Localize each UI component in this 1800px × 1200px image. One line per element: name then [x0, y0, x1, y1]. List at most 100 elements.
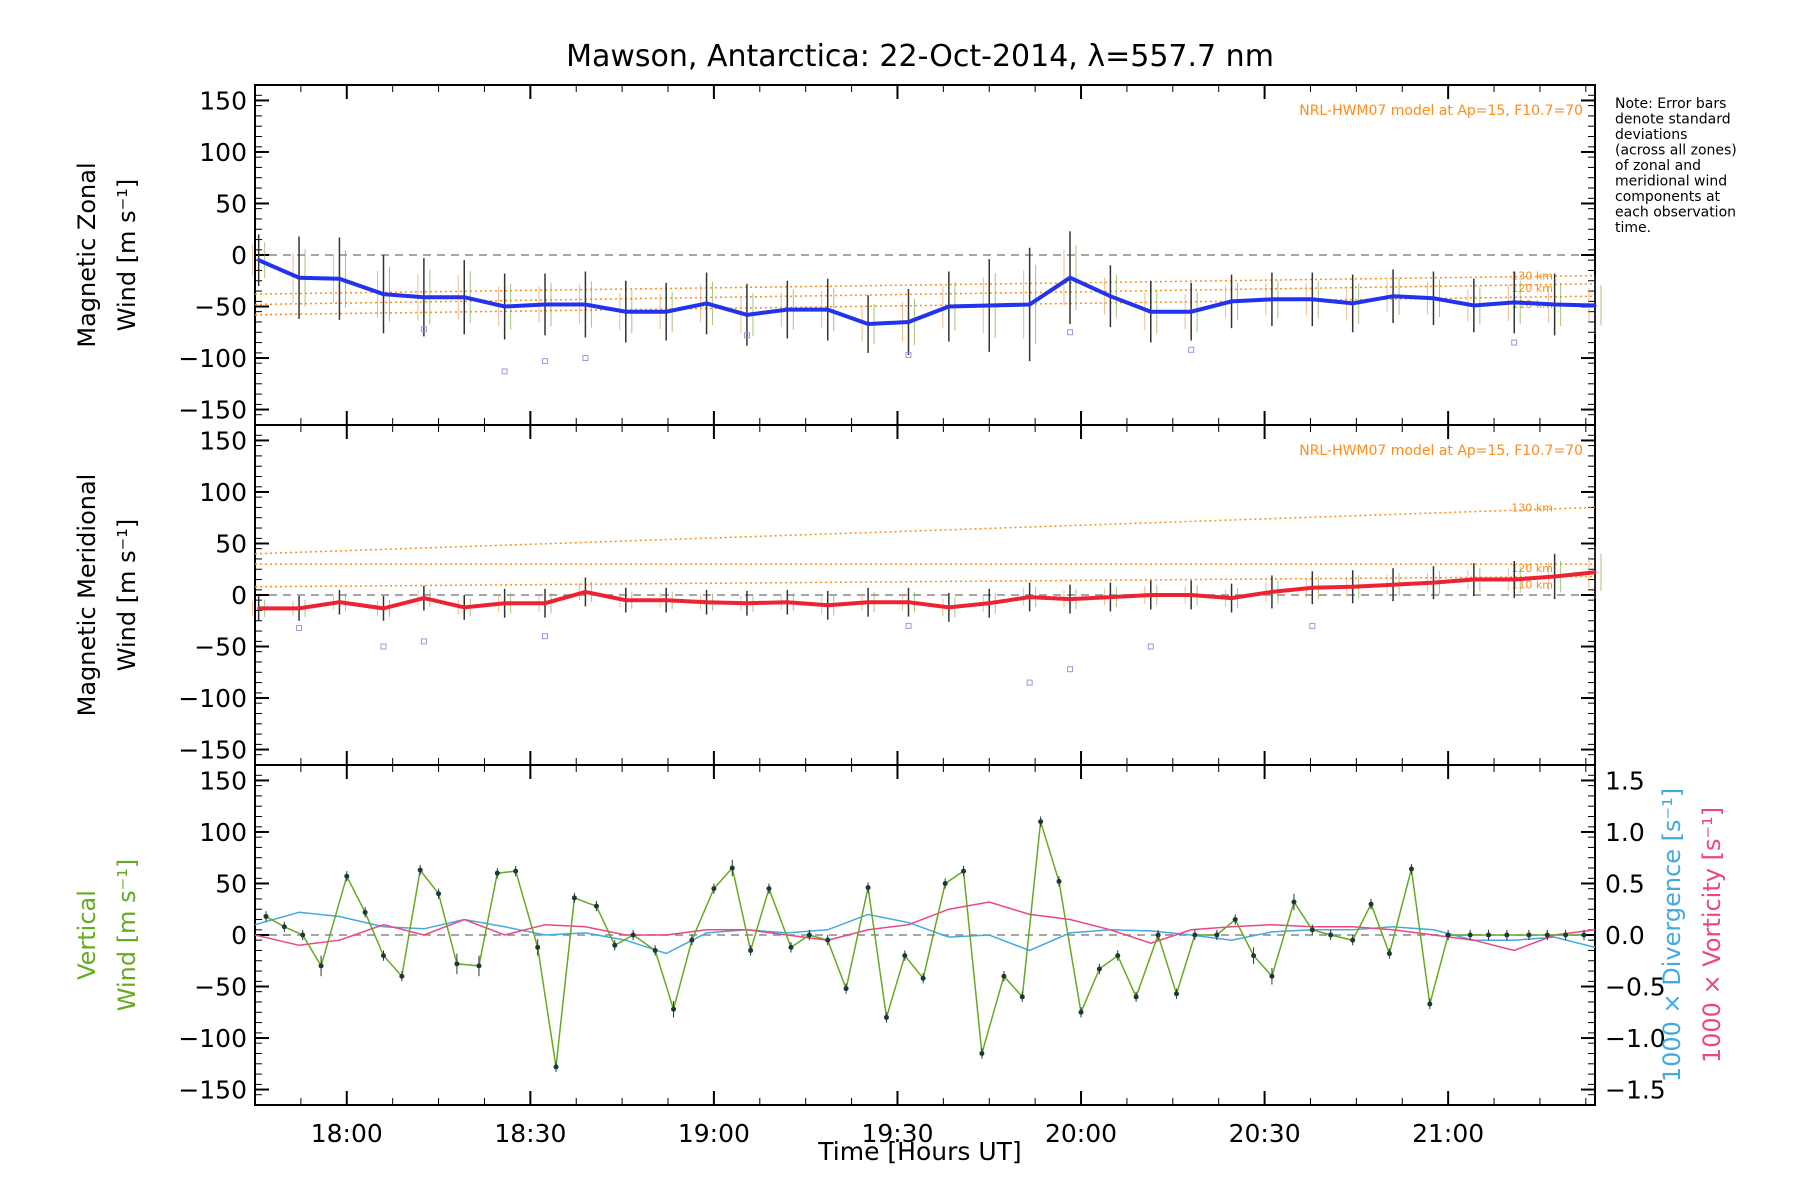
series-point	[462, 605, 466, 609]
note-line: meridional wind	[1615, 174, 1727, 190]
series-point	[543, 601, 547, 605]
x-tick-label: 19:30	[861, 1119, 933, 1148]
series-point	[1189, 593, 1193, 597]
y-axis-label: Wind [m s⁻¹]	[113, 519, 141, 671]
series-point	[462, 295, 466, 299]
vertical-wind-point	[399, 973, 405, 979]
series-point	[257, 258, 261, 262]
vertical-wind-point	[942, 880, 948, 886]
sample-marker	[380, 643, 387, 650]
series-point	[337, 277, 341, 281]
y-tick-label: −100	[178, 684, 247, 713]
vertical-wind-line	[265, 821, 1584, 1068]
vertical-wind-point	[1526, 932, 1532, 938]
vertical-wind-point	[1096, 966, 1102, 972]
series-point	[297, 606, 301, 610]
vertical-wind-point	[1078, 1009, 1084, 1015]
x-tick-label: 18:30	[494, 1119, 566, 1148]
series-point	[785, 308, 789, 312]
vertical-wind-point	[806, 932, 812, 938]
model-line	[254, 506, 1596, 555]
sample-marker	[905, 351, 912, 358]
y2-tick-label: −1.5	[1605, 1076, 1666, 1105]
series-point	[1230, 596, 1234, 600]
series-point	[583, 302, 587, 306]
panel-meridional: −150 −100 −50 0 50 100 150 Magnetic Meridional W…	[73, 424, 1602, 766]
series-point	[826, 308, 830, 312]
x-tick-label: 20:30	[1229, 1119, 1301, 1148]
series-point	[987, 601, 991, 605]
vertical-wind-point	[1001, 973, 1007, 979]
series-point	[745, 313, 749, 317]
vertical-wind-point	[513, 868, 519, 874]
vertical-wind-point	[318, 963, 324, 969]
y-tick-label: 100	[199, 138, 247, 167]
series-point	[543, 302, 547, 306]
vertical-wind-point	[1291, 899, 1297, 905]
model-line	[254, 575, 1596, 588]
vertical-wind-point	[553, 1064, 559, 1070]
vertical-wind-point	[883, 1014, 889, 1020]
panel-vertical: −150 −100 −50 0 50 100 150 Vertical Wind [m s⁻¹]…	[73, 764, 1726, 1148]
series-point	[947, 305, 951, 309]
series-point	[1593, 303, 1597, 307]
y2-tick-label: −1.0	[1605, 1024, 1666, 1053]
y2-tick-label: 1.0	[1605, 818, 1645, 847]
y-tick-label: 0	[231, 581, 247, 610]
sample-marker	[501, 368, 508, 375]
series-point	[785, 600, 789, 604]
y-tick-label: 150	[199, 86, 247, 115]
vertical-wind-point	[689, 937, 695, 943]
series-point	[1149, 310, 1153, 314]
series-point	[624, 310, 628, 314]
series-point	[381, 606, 385, 610]
sample-marker	[1026, 679, 1033, 686]
sample-marker	[1511, 339, 1518, 346]
sample-marker	[296, 624, 303, 631]
y2-tick-label: 0.0	[1605, 921, 1645, 950]
series-point	[1351, 585, 1355, 589]
series-point	[1593, 570, 1597, 574]
model-line	[254, 274, 1596, 295]
vertical-wind-point	[1214, 932, 1220, 938]
sample-marker	[420, 638, 427, 645]
y-tick-label: 0	[231, 241, 247, 270]
y-tick-label: 100	[199, 818, 247, 847]
vertical-wind-point	[1133, 994, 1139, 1000]
y2-tick-label: 0.5	[1605, 869, 1645, 898]
vertical-wind-point	[1386, 951, 1392, 957]
y-tick-label: −150	[178, 396, 247, 425]
note-line: (across all zones)	[1615, 143, 1737, 159]
y-tick-label: 50	[215, 869, 247, 898]
model-line	[254, 283, 1596, 306]
vertical-wind-point	[1563, 932, 1569, 938]
series-point	[1270, 590, 1274, 594]
series-point	[1149, 593, 1153, 597]
vertical-wind-point	[300, 932, 306, 938]
vertical-wind-point	[1427, 1001, 1433, 1007]
vertical-wind-point	[1581, 932, 1587, 938]
series-point	[422, 596, 426, 600]
sample-marker	[1067, 666, 1074, 673]
vertical-wind-point	[380, 953, 386, 959]
y-tick-label: −100	[178, 1024, 247, 1053]
sample-marker	[420, 326, 427, 333]
vertical-wind-point	[454, 961, 460, 967]
series-point	[705, 301, 709, 305]
series-point	[1189, 310, 1193, 314]
series-point	[1068, 276, 1072, 280]
series-point	[257, 606, 261, 610]
model-altitude-label: 120 km	[1511, 282, 1553, 295]
y-tick-label: 150	[199, 426, 247, 455]
series-point	[1230, 299, 1234, 303]
vertical-wind-point	[571, 895, 577, 901]
vorticity-line	[254, 901, 1596, 952]
vertical-wind-point	[1115, 953, 1121, 959]
series-point	[1553, 302, 1557, 306]
vertical-wind-point	[865, 885, 871, 891]
series-point	[947, 605, 951, 609]
x-tick-label: 20:00	[1045, 1119, 1117, 1148]
series-point	[1351, 301, 1355, 305]
